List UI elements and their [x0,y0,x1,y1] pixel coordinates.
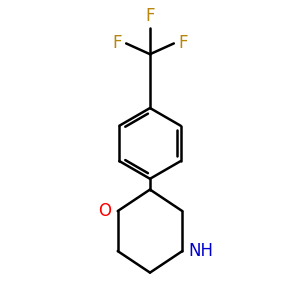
Text: F: F [145,7,155,25]
Text: F: F [112,34,122,52]
Text: F: F [178,34,188,52]
Text: NH: NH [188,242,214,260]
Text: O: O [98,202,112,220]
